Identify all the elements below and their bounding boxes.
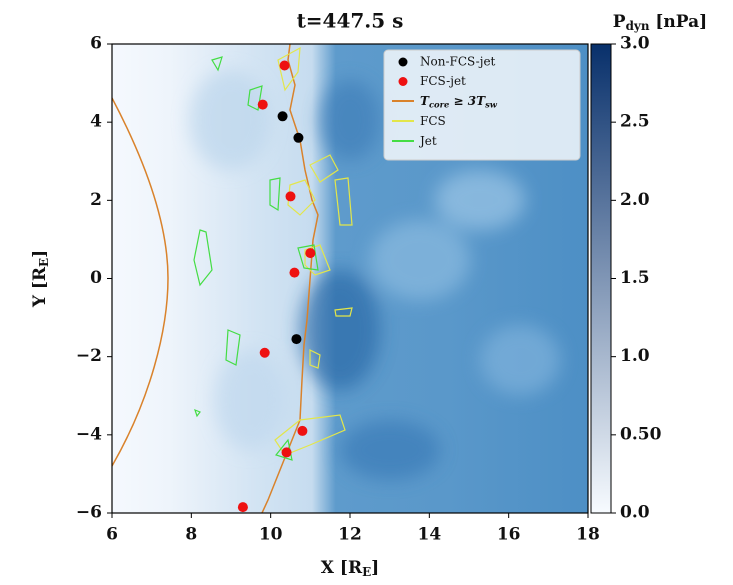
point (293, 133, 303, 143)
y-tick-label: −6 (76, 503, 102, 523)
legend-marker (399, 58, 408, 67)
chart: t=447.5 s Non-FCS-jetFCS-jetTcore ≥ 3Tsw… (0, 0, 733, 585)
point (282, 447, 292, 457)
colorbar-tick-label: 1.5 (620, 268, 650, 288)
x-tick-label: 8 (185, 525, 197, 545)
legend-label-part: core (429, 99, 449, 109)
x-tick-label: 14 (417, 525, 441, 545)
point (291, 334, 301, 344)
point (278, 111, 288, 121)
colorbar-tick-label: 3.0 (620, 34, 650, 54)
point (289, 268, 299, 278)
point (258, 100, 268, 110)
colorbar-label-part: P (613, 12, 626, 32)
x-axis-label: X [RE] (321, 558, 379, 580)
y-tick-label: 2 (90, 190, 102, 210)
legend-marker (399, 77, 408, 86)
y-axis-label-part: E (37, 258, 51, 267)
y-tick-label: 0 (90, 268, 102, 288)
y-axis-label-part: ] (30, 250, 50, 258)
point (286, 191, 296, 201)
x-tick-label: 18 (576, 525, 600, 545)
colorbar-label: Pdyn [nPa] (613, 12, 707, 34)
point (280, 60, 290, 70)
chart-title: t=447.5 s (297, 9, 404, 33)
colorbar-tick-label: 0.0 (620, 503, 650, 523)
y-tick-label: 4 (90, 112, 102, 132)
x-axis-label-part: E (362, 565, 371, 579)
x-axis-label-part: X [R (321, 558, 363, 578)
x-tick-label: 16 (497, 525, 521, 545)
colorbar-label-part: [nPa] (649, 12, 707, 32)
colorbar-tick-label: 0.50 (620, 424, 662, 444)
x-tick-label: 12 (338, 525, 362, 545)
colorbar-label-part: dyn (626, 19, 650, 33)
legend-label-part: ≥ 3T (449, 94, 486, 108)
legend-label-part: sw (485, 99, 498, 109)
colorbar-tick-label: 2.5 (620, 112, 650, 132)
colorbar-tick-label: 2.0 (620, 190, 650, 210)
y-tick-label: −2 (76, 346, 102, 366)
point (238, 502, 248, 512)
y-tick-label: 6 (90, 34, 102, 54)
point (260, 348, 270, 358)
y-tick-label: −4 (76, 424, 102, 444)
y-axis-label: Y [RE] (30, 250, 52, 308)
point (297, 426, 307, 436)
colorbar-tick-label: 1.0 (620, 346, 650, 366)
legend-label: FCS-jet (420, 74, 466, 88)
legend-label: Jet (418, 134, 437, 148)
legend-label: Non-FCS-jet (420, 55, 496, 69)
legend-label: FCS (420, 114, 446, 128)
x-tick-label: 10 (259, 525, 283, 545)
x-tick-label: 6 (106, 525, 118, 545)
legend-label-part: Jet (418, 134, 437, 148)
point (305, 248, 315, 258)
colorbar (591, 44, 611, 513)
legend-label-part: FCS (420, 114, 446, 128)
y-axis-label-part: Y [R (30, 266, 50, 308)
x-axis-label-part: ] (371, 558, 379, 578)
